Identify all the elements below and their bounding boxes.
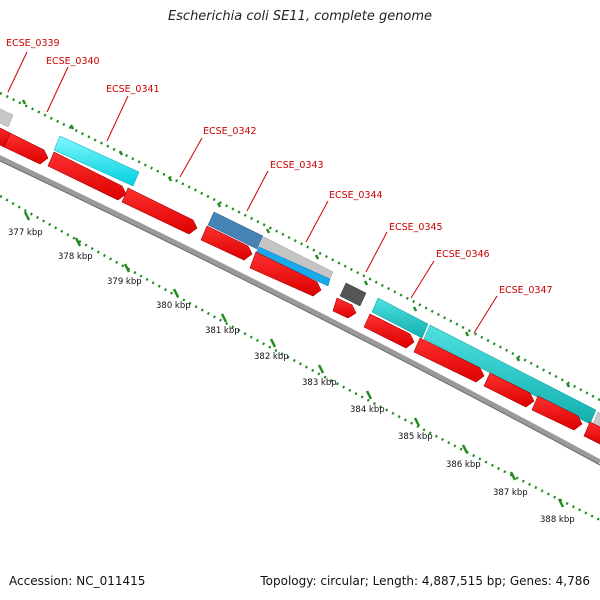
outer-tick bbox=[69, 124, 75, 130]
outer-tick bbox=[515, 356, 521, 362]
scale-label-377: 377 kbp bbox=[8, 228, 43, 238]
cds-arrow bbox=[332, 297, 357, 319]
gene-label-ecse-0346: ECSE_0346 bbox=[436, 249, 490, 260]
cds-arrow bbox=[531, 395, 583, 431]
outer-tick bbox=[412, 306, 418, 312]
gene-label-ecse-0341: ECSE_0341 bbox=[106, 84, 160, 95]
leader-line bbox=[7, 51, 28, 93]
scale-label-385: 385 kbp bbox=[398, 432, 433, 442]
scale-label-388: 388 kbp bbox=[540, 515, 575, 525]
accession-text: Accession: NC_011415 bbox=[9, 574, 146, 588]
outer-tick bbox=[565, 382, 571, 388]
label-leaders bbox=[7, 51, 498, 334]
leader-line bbox=[365, 231, 388, 273]
gene-label-ecse-0344: ECSE_0344 bbox=[329, 190, 383, 201]
cds-arrow bbox=[249, 251, 322, 297]
gene-label-ecse-0343: ECSE_0343 bbox=[270, 160, 324, 171]
scale-tick bbox=[413, 417, 421, 427]
cds-arrow bbox=[363, 313, 415, 349]
outer-tick bbox=[216, 202, 222, 208]
gene-label-ecse-0339: ECSE_0339 bbox=[6, 38, 60, 49]
scale-tick bbox=[123, 263, 131, 273]
scale-tick bbox=[172, 288, 180, 298]
cds-arrow bbox=[483, 372, 535, 408]
outer-tick bbox=[464, 331, 470, 337]
scale-tick bbox=[220, 313, 228, 323]
outer-tick bbox=[363, 280, 369, 286]
scale-tick bbox=[74, 237, 82, 247]
cog-segment-gray bbox=[0, 108, 14, 128]
scale-label-384: 384 kbp bbox=[350, 405, 385, 415]
cog-segment-deepskyblue bbox=[255, 246, 331, 287]
scale-label-386: 386 kbp bbox=[446, 460, 481, 470]
gene-label-ecse-0345: ECSE_0345 bbox=[389, 222, 443, 233]
cds-arrow bbox=[47, 151, 127, 201]
gene-label-ecse-0342: ECSE_0342 bbox=[203, 126, 257, 137]
inner-dot-track bbox=[0, 194, 600, 522]
scale-tick bbox=[317, 364, 325, 374]
scale-tick bbox=[365, 390, 373, 400]
gene-label-ecse-0340: ECSE_0340 bbox=[46, 56, 100, 67]
leader-line bbox=[179, 137, 203, 178]
cds-arrow bbox=[413, 337, 485, 383]
outer-tick bbox=[314, 254, 320, 260]
leader-line bbox=[106, 95, 129, 142]
genome-backbone bbox=[0, 155, 600, 465]
topology-text: Topology: circular; Length: 4,887,515 bp… bbox=[260, 574, 590, 588]
scale-labels: 377 kbp 378 kbp 379 kbp 380 kbp 381 kbp … bbox=[8, 228, 575, 525]
cds-arrow bbox=[121, 187, 198, 235]
gene-label-ecse-0347: ECSE_0347 bbox=[499, 285, 553, 296]
scale-label-387: 387 kbp bbox=[493, 488, 528, 498]
cds-arrow bbox=[583, 421, 600, 445]
outer-dot-track bbox=[0, 91, 600, 402]
outer-tick bbox=[21, 99, 27, 105]
scale-tick bbox=[269, 338, 277, 348]
inner-dot-line bbox=[0, 194, 600, 522]
cds-arrow bbox=[3, 132, 49, 165]
cog-segment-steelblue bbox=[207, 211, 264, 250]
leader-line bbox=[246, 170, 269, 212]
cds-arrow bbox=[200, 225, 253, 261]
cog-track bbox=[0, 108, 600, 431]
scale-label-382: 382 kbp bbox=[254, 352, 289, 362]
outer-tick bbox=[167, 176, 173, 182]
scale-label-380: 380 kbp bbox=[156, 301, 191, 311]
cds-track bbox=[0, 127, 600, 445]
leader-line bbox=[46, 66, 69, 113]
scale-tick bbox=[557, 498, 565, 508]
outer-tick bbox=[265, 228, 271, 234]
leader-line bbox=[473, 295, 498, 334]
scale-label-381: 381 kbp bbox=[205, 326, 240, 336]
cog-segment-darkgray bbox=[339, 282, 367, 307]
leader-line bbox=[305, 200, 329, 243]
outer-dot-line bbox=[0, 91, 600, 402]
scale-tick bbox=[23, 211, 31, 221]
scale-label-379: 379 kbp bbox=[107, 277, 142, 287]
leader-line bbox=[410, 260, 435, 299]
genome-backbone-shadow bbox=[0, 160, 600, 466]
cog-segment-teal bbox=[423, 324, 597, 425]
map-title: Escherichia coli SE11, complete genome bbox=[167, 9, 433, 24]
scale-tick bbox=[509, 471, 517, 481]
scale-label-378: 378 kbp bbox=[58, 252, 93, 262]
outer-tick bbox=[118, 150, 124, 156]
gene-labels: ECSE_0339 ECSE_0340 ECSE_0341 ECSE_0342 … bbox=[6, 38, 553, 296]
scale-label-383: 383 kbp bbox=[302, 378, 337, 388]
scale-tick bbox=[461, 444, 469, 454]
cog-segment-cyan bbox=[53, 135, 140, 187]
cog-segment-teal bbox=[371, 297, 429, 339]
